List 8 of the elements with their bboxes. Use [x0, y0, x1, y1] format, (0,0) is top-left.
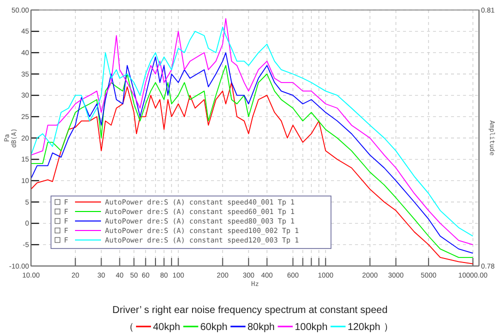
text: ） — [383, 322, 394, 333]
legend-label: 40kph — [153, 322, 180, 333]
legend-label: 120kph — [348, 322, 380, 333]
legend-label: 80kph — [248, 322, 275, 333]
legend-label: 60kph — [200, 322, 228, 333]
legend-label: 100kph — [294, 322, 328, 333]
text: （ — [124, 322, 134, 333]
text: Driver’ s right ear noise frequency spectrum at constant speed — [112, 305, 388, 316]
